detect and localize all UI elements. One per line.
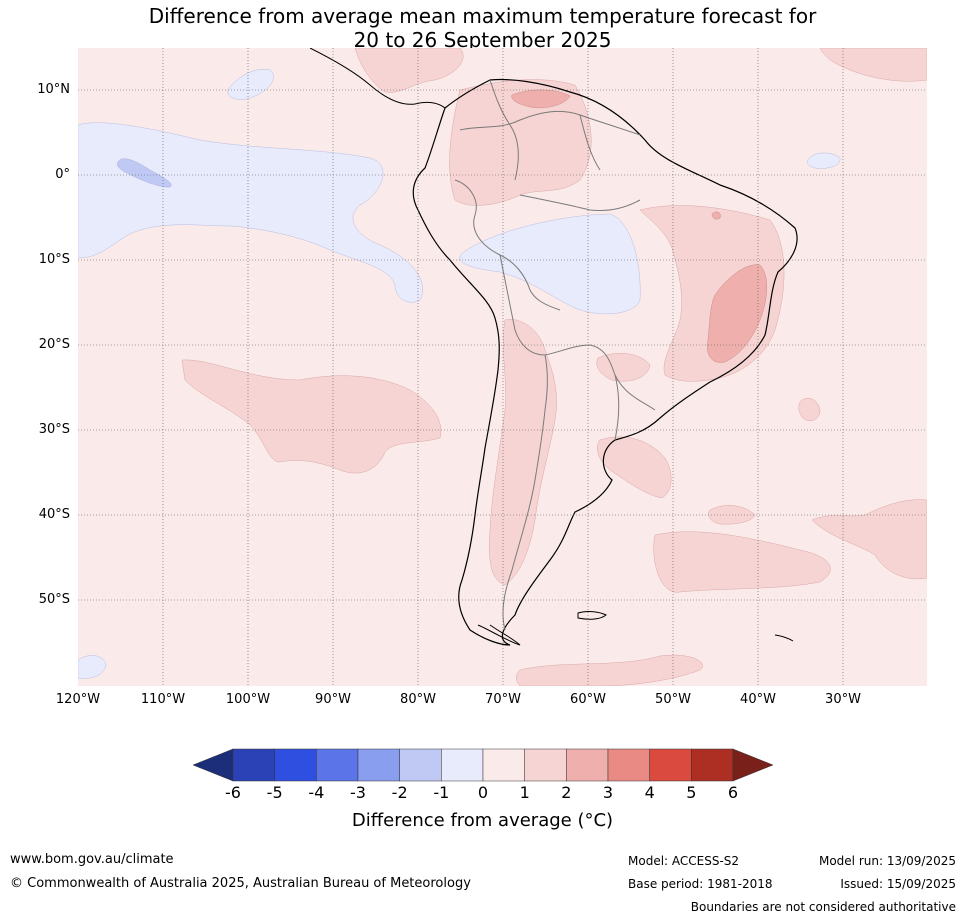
- coastline-south-georgia: [774, 634, 794, 642]
- map-title: Difference from average mean maximum tem…: [0, 4, 965, 52]
- lat-label-30s: 30°S: [38, 422, 70, 437]
- warm-region-northern-south-america: [449, 79, 592, 206]
- lon-label-80w: 80°W: [400, 692, 436, 707]
- country-borders: [454, 79, 656, 631]
- lat-label-10n: 10°N: [37, 82, 70, 97]
- warm-region-south-atlantic: [653, 531, 831, 593]
- colorbar-tick-label: -5: [266, 783, 283, 802]
- cool-spot-south-pacific: [78, 655, 107, 679]
- lon-label-70w: 70°W: [485, 692, 521, 707]
- lon-label-30w: 30°W: [825, 692, 861, 707]
- coastline-tierra-del-fuego: [477, 624, 521, 646]
- warm-region-south-pacific: [181, 359, 442, 474]
- lon-label-60w: 60°W: [570, 692, 606, 707]
- warm-core-venezuela: [511, 89, 571, 109]
- colorbar-tick-label: -2: [391, 783, 408, 802]
- lon-label-90w: 90°W: [315, 692, 351, 707]
- warm-spot-patagonia-atlantic: [708, 505, 756, 525]
- warm-region-caribbean: [354, 48, 464, 93]
- colorbar-tick-label: 6: [727, 783, 739, 802]
- footer-disclaimer: Boundaries are not considered authoritat…: [690, 900, 956, 914]
- warm-spot-atlantic: [798, 398, 821, 421]
- colorbar-tick-label: 3: [602, 783, 614, 802]
- lat-label-50s: 50°S: [38, 592, 70, 607]
- cool-spot-north-pacific: [227, 68, 274, 100]
- warm-region-paraguay: [596, 353, 651, 382]
- lat-label-20s: 20°S: [38, 337, 70, 352]
- footer-issued: Issued: 15/09/2025: [840, 877, 956, 891]
- cool-region-eastern-pacific: [78, 122, 423, 303]
- footer-model: Model: ACCESS-S2: [628, 854, 740, 868]
- colorbar-tick-label: 0: [477, 783, 489, 802]
- colorbar-tick-label: -3: [350, 783, 366, 802]
- coastline-falklands: [577, 611, 607, 620]
- colorbar-tick-label: -1: [433, 783, 450, 802]
- lat-label-10s: 10°S: [38, 252, 70, 267]
- warm-region-uruguay: [597, 436, 672, 499]
- warm-region-southern-ocean: [516, 654, 703, 686]
- coastline-south-america: [412, 78, 798, 646]
- colorbar-tick-label: 4: [644, 783, 655, 802]
- coastline-central-america: [309, 48, 446, 109]
- footer-base-period: Base period: 1981-2018: [628, 877, 773, 891]
- cool-region-amazon: [459, 213, 641, 314]
- warm-region-north-atlantic: [819, 48, 927, 82]
- cool-spot-atlantic: [807, 152, 841, 169]
- warm-region-andes: [489, 319, 557, 586]
- cool-spot-minus-one: [117, 158, 172, 188]
- lat-label-40s: 40°S: [38, 507, 70, 522]
- title-line-1: Difference from average mean maximum tem…: [148, 4, 817, 28]
- graticule: [78, 48, 927, 686]
- warm-core-brazil-spot: [711, 211, 721, 220]
- lon-label-110w: 110°W: [140, 692, 186, 707]
- colorbar-tick-label: -4: [308, 783, 325, 802]
- lon-label-120w: 120°W: [55, 692, 101, 707]
- lat-label-0: 0°: [55, 167, 70, 182]
- warm-core-eastern-brazil: [707, 264, 767, 363]
- colorbar-title: Difference from average (°C): [351, 810, 614, 831]
- colorbar-tick-label: -6: [225, 783, 241, 802]
- footer-website: www.bom.gov.au/climate: [10, 852, 174, 867]
- colorbar-tick-label: 5: [686, 783, 697, 802]
- warm-region-east-atlantic: [811, 499, 927, 580]
- colorbar-tick-label: 2: [561, 783, 572, 802]
- footer-model-run: Model run: 13/09/2025: [818, 854, 956, 868]
- lon-label-100w: 100°W: [225, 692, 271, 707]
- colorbar-tick-label: 1: [519, 783, 530, 802]
- lon-label-50w: 50°W: [655, 692, 691, 707]
- footer-copyright: © Commonwealth of Australia 2025, Austra…: [10, 876, 471, 891]
- lon-label-40w: 40°W: [740, 692, 776, 707]
